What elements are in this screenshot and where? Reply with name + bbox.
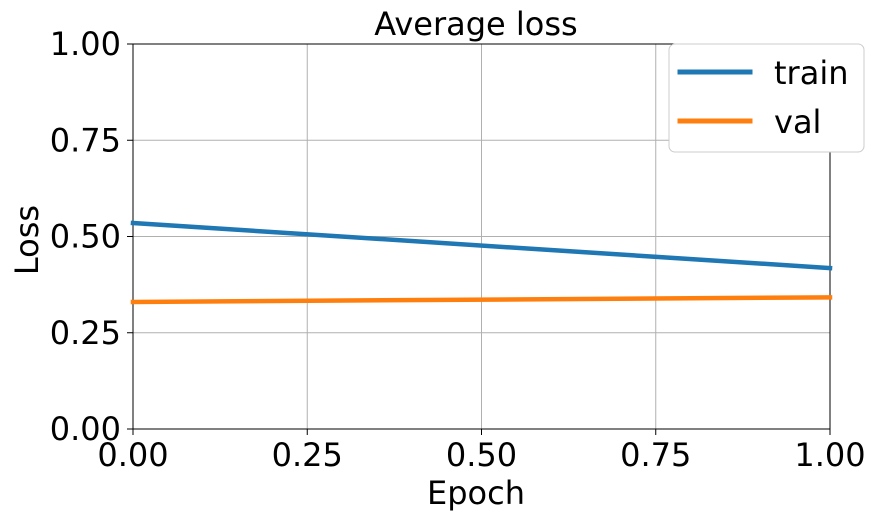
y-tick-label: 0.00 <box>50 410 121 448</box>
x-tick-label: 0.50 <box>446 436 517 474</box>
legend-train-label: train <box>774 54 848 92</box>
x-tick-label: 1.00 <box>794 436 865 474</box>
legend: train val <box>668 43 865 153</box>
y-tick-label: 0.50 <box>50 218 121 256</box>
y-tick-label: 1.00 <box>50 25 121 63</box>
y-tick-label: 0.75 <box>50 121 121 159</box>
x-axis-label: Epoch <box>427 474 525 512</box>
series-line-val <box>130 295 833 305</box>
series-line-train <box>130 220 833 271</box>
series-layer <box>130 220 833 305</box>
x-tick-label: 0.00 <box>97 436 168 474</box>
x-tick-label: 0.25 <box>272 436 343 474</box>
legend-val-label: val <box>774 103 821 141</box>
y-axis-label: Loss <box>8 205 46 275</box>
x-tick-label: 0.75 <box>620 436 691 474</box>
y-tick-label: 0.25 <box>50 314 121 352</box>
chart-title: Average loss <box>374 5 577 43</box>
tick-layer: 0.00 0.25 0.50 0.75 1.00 0.00 0.25 0.50 0.75 1.00 <box>50 25 866 474</box>
